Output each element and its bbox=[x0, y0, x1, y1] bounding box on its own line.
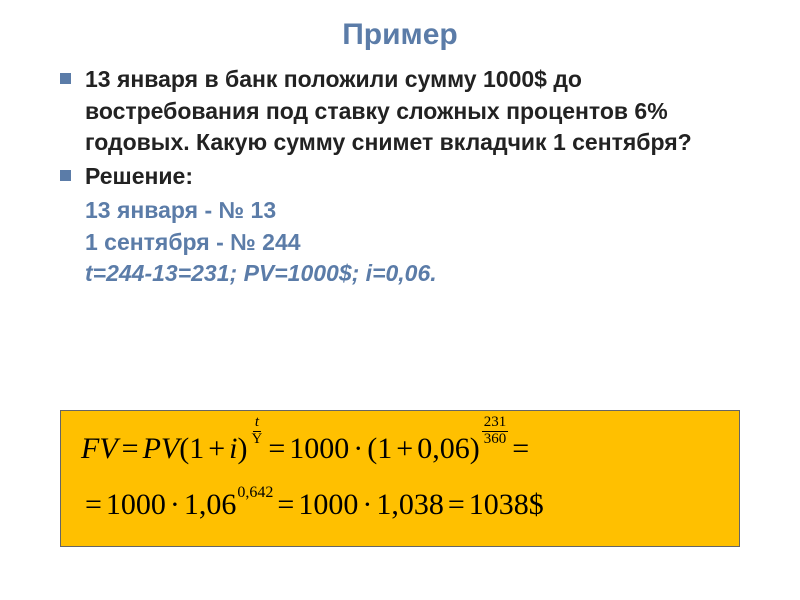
val-006: 0,06 bbox=[417, 434, 470, 464]
exp-0642: 0,642 bbox=[237, 485, 273, 501]
rparen-icon: ) bbox=[238, 434, 248, 464]
val-1000: 1000 bbox=[106, 490, 166, 520]
frac-den-360: 360 bbox=[482, 432, 509, 448]
frac-den-y: Y bbox=[250, 432, 265, 448]
eq-icon: = bbox=[85, 490, 102, 520]
frac-num-t: t bbox=[253, 415, 261, 432]
bullet-problem: 13 января в банк положили сумму 1000$ до… bbox=[60, 64, 740, 159]
problem-text: 13 января в банк положили сумму 1000$ до… bbox=[85, 64, 740, 159]
eq-icon: = bbox=[277, 490, 294, 520]
one-const: 1 bbox=[377, 434, 392, 464]
formula-line-2: = 1000 · 1,06 0,642 = 1000 · 1,038 = 103… bbox=[81, 490, 719, 520]
val-1038b: 1038$ bbox=[469, 490, 544, 520]
exponent-231-over-360: 231 360 bbox=[482, 415, 509, 448]
rparen-icon: ) bbox=[470, 434, 480, 464]
formula-line-1: FV = PV ( 1 + i ) t Y = 1000 · ( 1 + 0,0… bbox=[81, 433, 719, 466]
frac-num-231: 231 bbox=[482, 415, 509, 432]
dot-icon: · bbox=[353, 434, 363, 464]
dot-icon: · bbox=[362, 490, 372, 520]
bullet-solution: Решение: bbox=[60, 161, 740, 193]
line-sep1: 1 сентября - № 244 bbox=[85, 227, 740, 259]
one-const: 1 bbox=[189, 434, 204, 464]
plus-icon: + bbox=[208, 434, 225, 464]
formula-box: FV = PV ( 1 + i ) t Y = 1000 · ( 1 + 0,0… bbox=[60, 410, 740, 547]
line-jan13: 13 января - № 13 bbox=[85, 195, 740, 227]
i-var: i bbox=[229, 434, 237, 464]
square-bullet-icon bbox=[60, 170, 71, 181]
val-1038a: 1,038 bbox=[376, 490, 444, 520]
dot-icon: · bbox=[170, 490, 180, 520]
square-bullet-icon bbox=[60, 73, 71, 84]
val-106: 1,06 bbox=[184, 490, 237, 520]
slide: Пример 13 января в банк положили сумму 1… bbox=[0, 0, 800, 600]
solution-label: Решение: bbox=[85, 161, 740, 193]
val-1000: 1000 bbox=[289, 434, 349, 464]
slide-title: Пример bbox=[60, 18, 740, 52]
lparen-icon: ( bbox=[179, 434, 189, 464]
plus-icon: + bbox=[396, 434, 413, 464]
eq-icon: = bbox=[448, 490, 465, 520]
pv-var: PV bbox=[143, 434, 180, 464]
content-block: 13 января в банк положили сумму 1000$ до… bbox=[60, 64, 740, 290]
line-tcalc: t=244-13=231; PV=1000$; i=0,06. bbox=[85, 258, 740, 290]
exponent-t-over-y: t Y bbox=[250, 415, 265, 448]
fv-var: FV bbox=[81, 434, 118, 464]
lparen-icon: ( bbox=[367, 434, 377, 464]
val-1000: 1000 bbox=[298, 490, 358, 520]
eq-icon: = bbox=[512, 434, 529, 464]
eq-icon: = bbox=[268, 434, 285, 464]
eq-icon: = bbox=[122, 434, 139, 464]
